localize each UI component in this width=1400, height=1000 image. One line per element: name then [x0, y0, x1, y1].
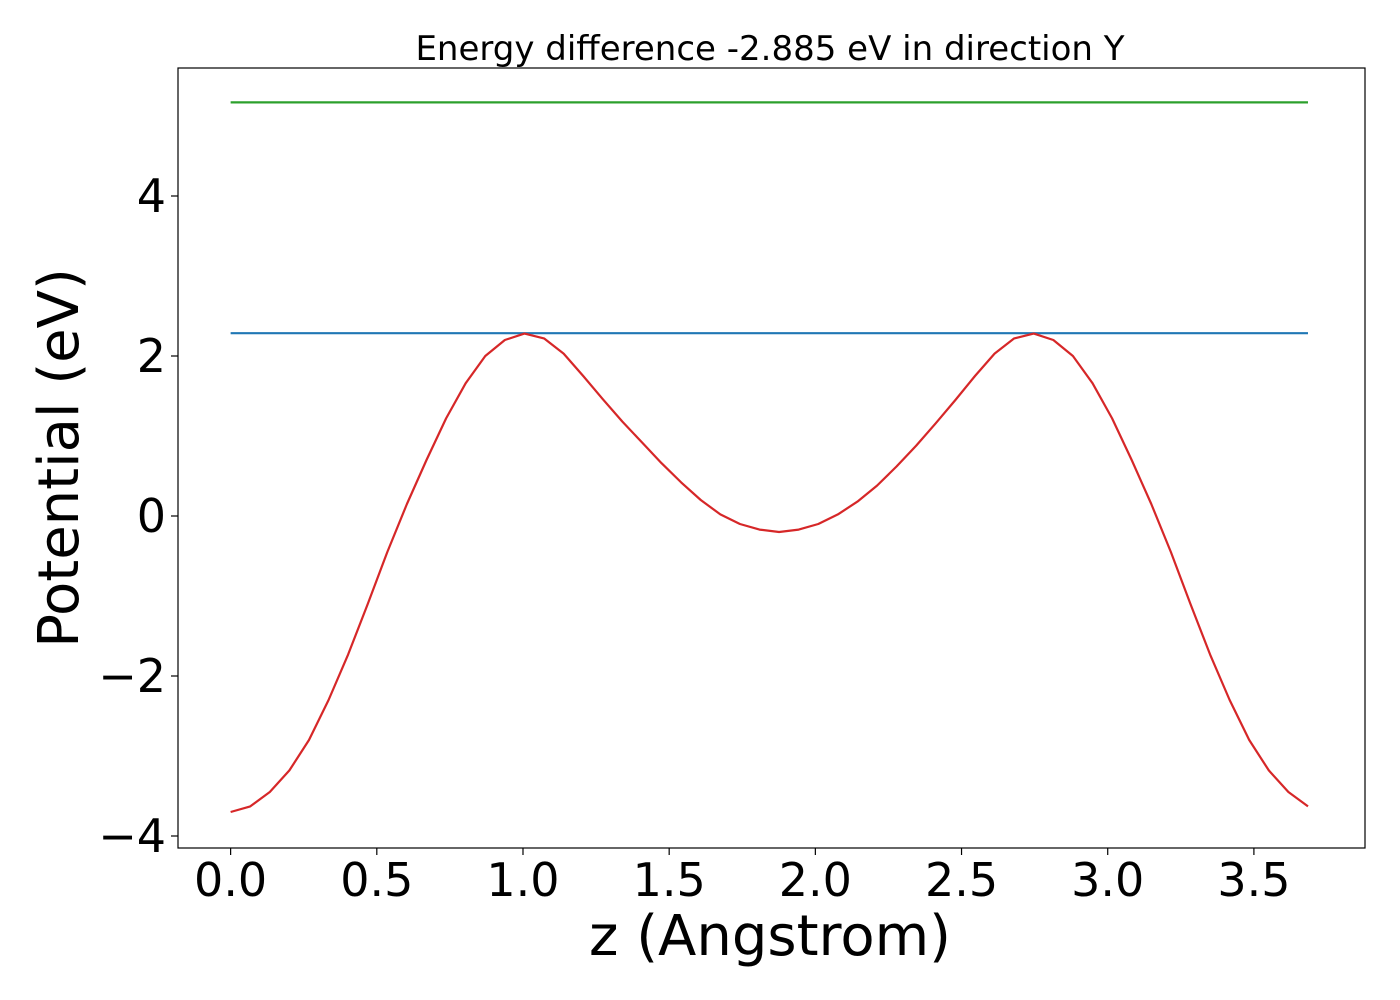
x-axis-label: z (Angstrom): [589, 904, 951, 969]
series-line-2: [230, 332, 1309, 814]
x-tick-label: 1.0: [486, 853, 559, 907]
x-tick-label: 0.0: [194, 853, 267, 907]
y-tick-label: −2: [98, 649, 166, 703]
plot-area: [230, 101, 1309, 814]
x-tick-label: 3.5: [1217, 853, 1290, 907]
y-tick-label: 4: [137, 169, 166, 223]
x-tick-label: 3.0: [1071, 853, 1144, 907]
x-tick-label: 0.5: [340, 853, 413, 907]
y-tick-label: −4: [98, 809, 166, 863]
x-tick-label: 2.5: [925, 853, 998, 907]
x-tick-label: 2.0: [779, 853, 852, 907]
y-axis-label: Potential (eV): [27, 268, 92, 648]
x-axis-ticks: 0.0 0.5 1.0 1.5 2.0 2.5 3.0 3.5: [194, 848, 1290, 907]
chart-title: Energy difference -2.885 eV in direction…: [415, 29, 1124, 69]
y-tick-label: 0: [137, 489, 166, 543]
y-tick-label: 2: [137, 329, 166, 383]
plot-frame: [177, 67, 1366, 849]
y-axis-ticks: −4 −2 0 2 4: [98, 169, 178, 863]
x-tick-label: 1.5: [633, 853, 706, 907]
